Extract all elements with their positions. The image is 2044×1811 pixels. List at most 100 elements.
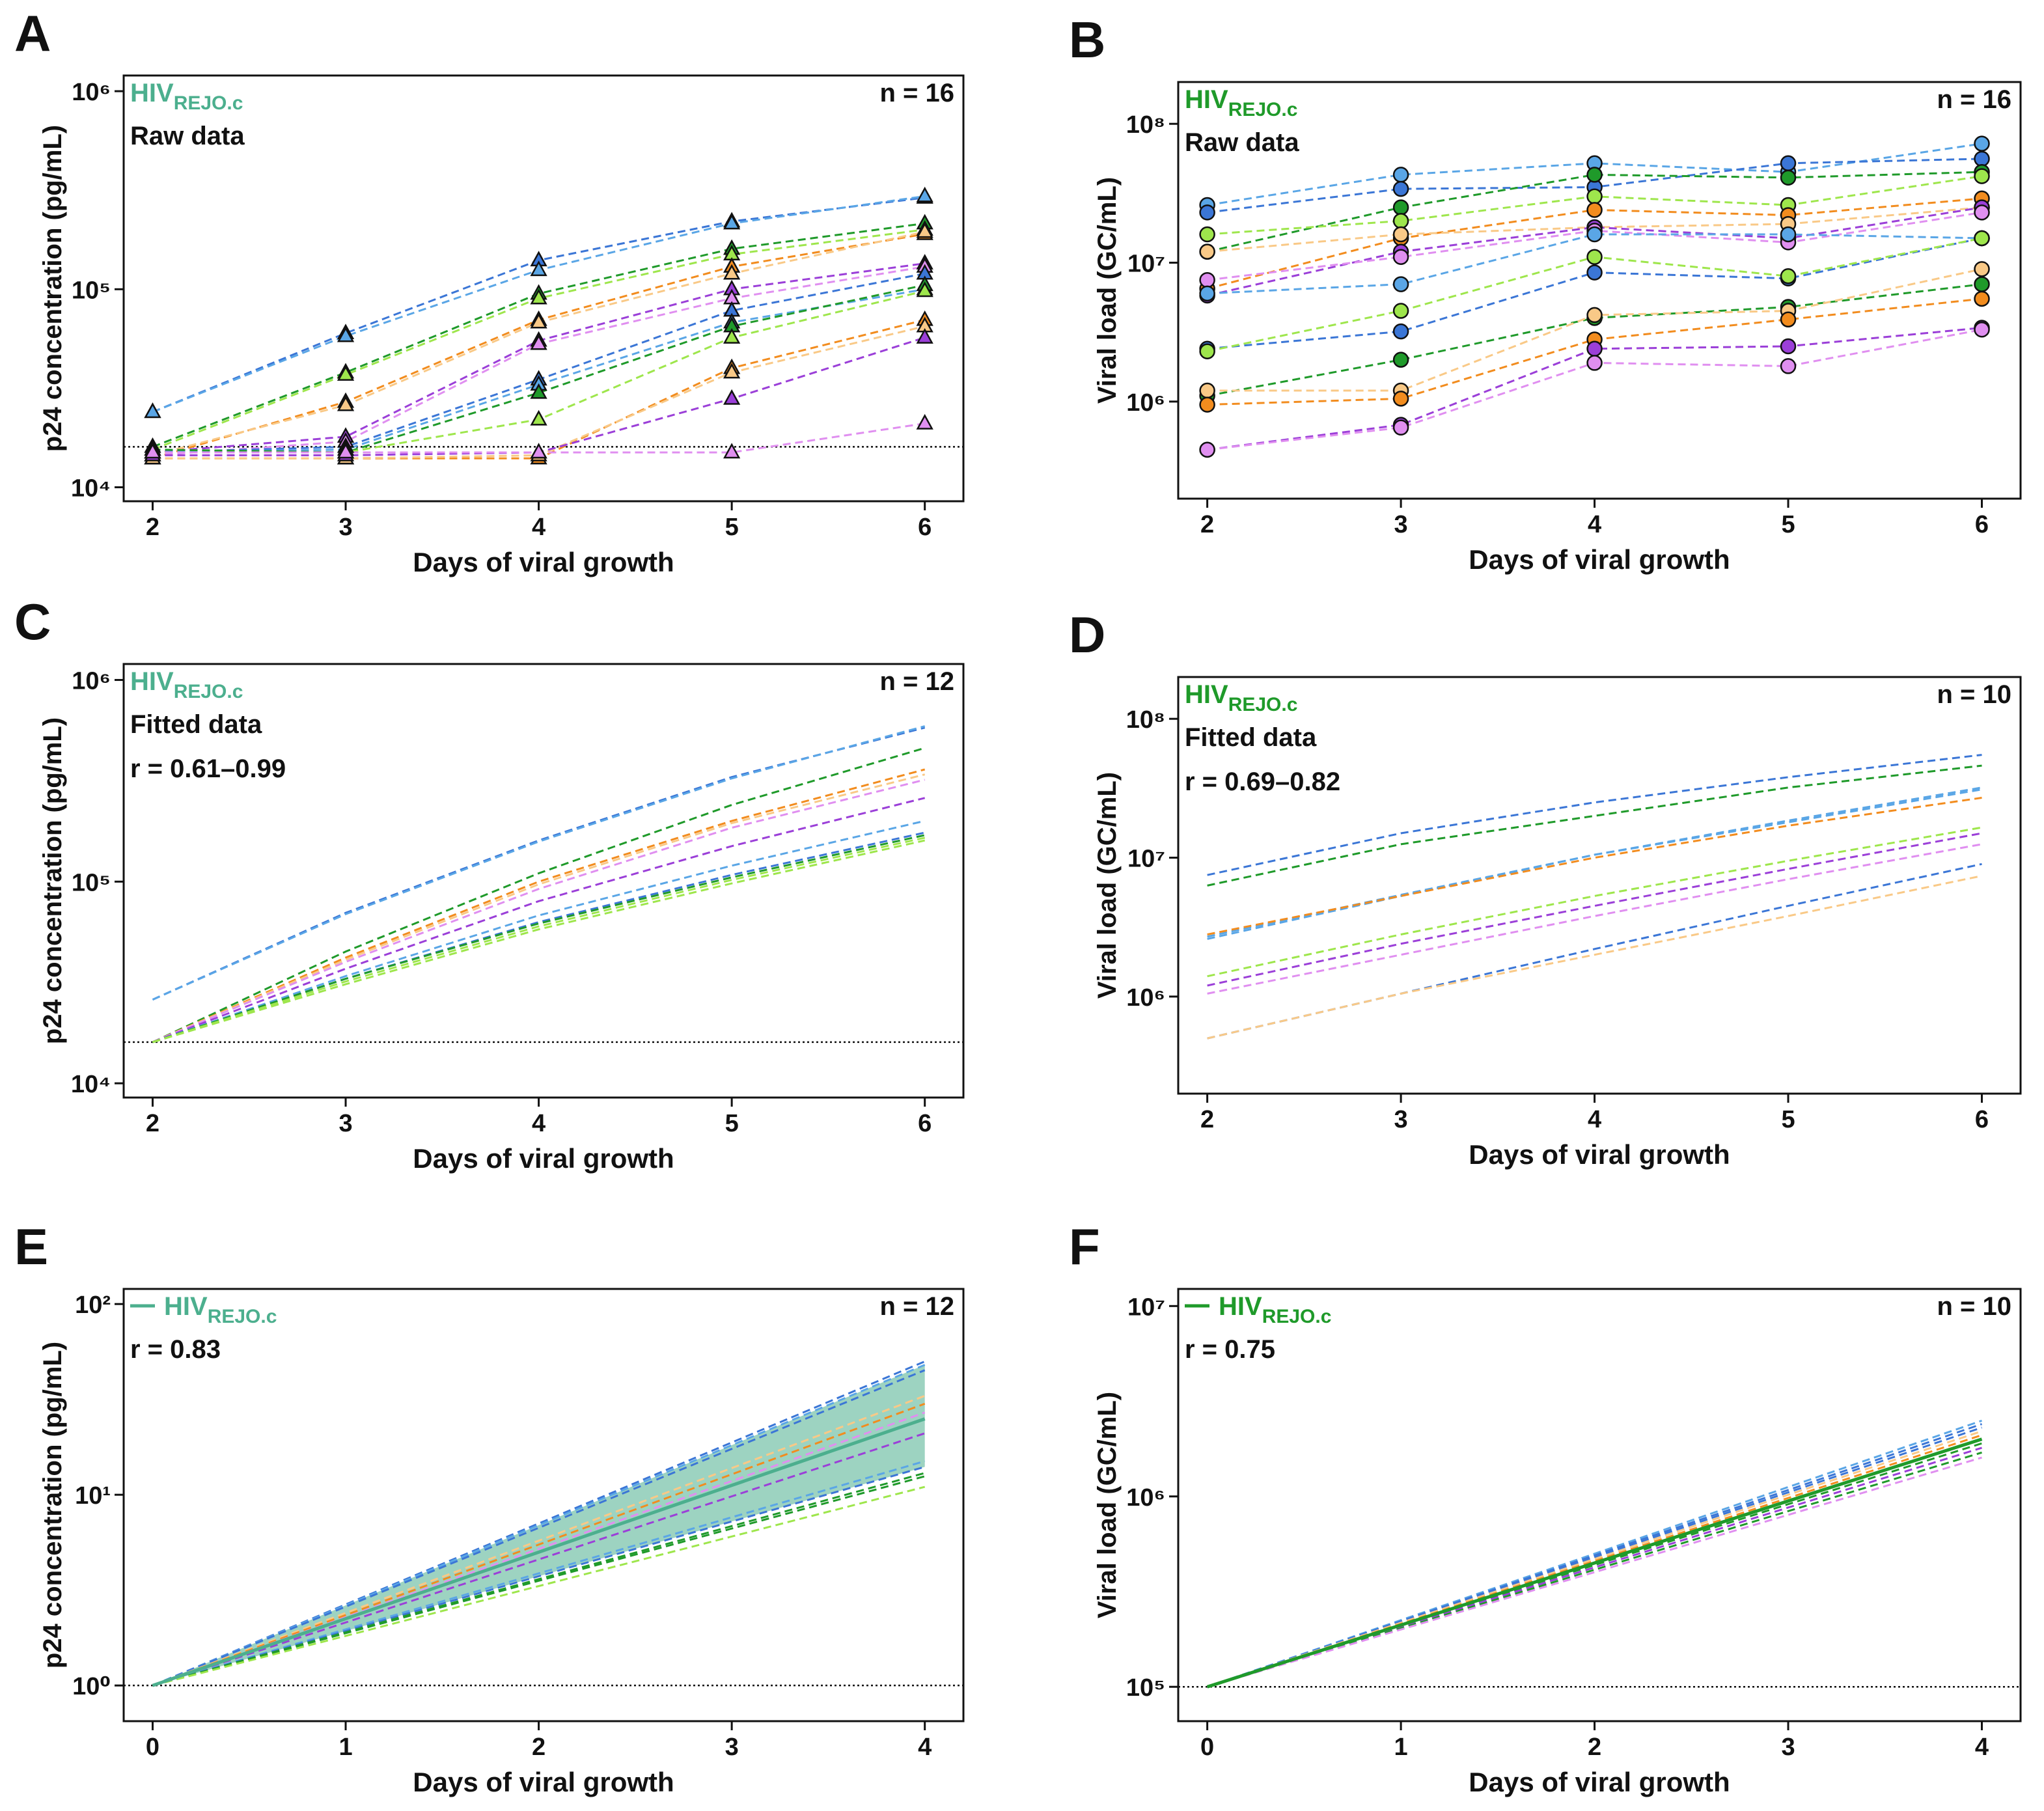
y-tick-label: 10⁶ [72,668,111,695]
marker [723,327,741,344]
band [152,1364,925,1686]
panel: 0 1 2 3 4 10⁵ 10⁶ 10⁷ Days of viral growth Viral … [1069,1218,2022,1797]
marker [916,186,933,202]
mean-line [152,1417,926,1687]
y-tick-label: 10⁵ [72,277,111,304]
marker [1392,391,1409,407]
annotation: Fitted data [1185,723,1317,752]
x-tick-label: 4 [1975,1734,1989,1761]
series-line [152,831,926,1044]
marker [1974,168,1990,184]
x-tick-label: 2 [1200,511,1214,538]
series-line [1207,874,1982,1040]
series-line [1207,283,1982,397]
marker [530,383,547,399]
marker [1586,340,1603,357]
marker [1974,135,1990,152]
marker [1974,230,1990,247]
y-tick-label: 10⁴ [71,1071,111,1098]
series-line [1207,1419,1982,1688]
label-sub: REJO.c [1228,99,1298,120]
x-axis-label: Days of viral growth [413,547,674,577]
x-tick-label: 5 [725,514,739,541]
plot-frame [122,1288,965,1722]
marker [337,365,355,381]
series-label: HIVREJO.c [1219,1292,1331,1327]
x-tick-label: 6 [1975,511,1989,538]
marker [1199,343,1215,359]
y-tick-label: 10⁴ [71,475,111,503]
y-tick-label: 10⁵ [72,869,111,896]
marker [1392,167,1409,183]
marker [723,214,741,230]
y-axis-label: p24 concentration (pg/mL) [38,717,67,1044]
panel: 2 3 4 5 6 10⁶ 10⁷ 10⁸ Days of viral growth Viral … [1069,606,2022,1170]
marker [1586,355,1603,371]
annotation: Raw data [1185,128,1299,157]
sample-size: n = 16 [1937,85,2011,114]
x-axis-label: Days of viral growth [413,1767,674,1797]
panel-letter: E [14,1218,48,1275]
y-axis-label: Viral load (GC/mL) [1093,177,1122,404]
x-tick-label: 3 [338,1110,352,1137]
plot-frame [1177,1288,2022,1722]
x-tick-label: 3 [1394,1106,1408,1133]
marker [1780,311,1797,328]
series-line [152,1394,926,1687]
y-axis-label: Viral load (GC/mL) [1093,772,1122,999]
marker [144,402,161,419]
annotation: r = 0.69–0.82 [1185,767,1340,796]
series-line [152,836,926,1044]
y-tick-label: 10⁶ [72,79,111,106]
plot-frame [1177,81,2022,500]
label-main: HIV [130,79,174,107]
series-label: HIVREJO.c [130,79,243,114]
y-tick-label: 10⁶ [1126,1484,1165,1512]
plot-frame [1177,676,2022,1095]
marker [1392,226,1409,243]
marker [1199,204,1215,221]
series-line [152,284,926,454]
x-tick-label: 3 [725,1734,739,1761]
series-label: HIVREJO.c [130,667,243,702]
marker [1974,276,1990,292]
label-sub: REJO.c [208,1306,277,1327]
marker [1586,202,1603,218]
x-tick-label: 3 [1394,511,1408,538]
label-main: HIV [130,667,174,696]
y-axis-label: Viral load (GC/mL) [1093,1392,1122,1618]
marker [1780,155,1797,172]
panel-letter: B [1069,11,1105,68]
x-tick-label: 4 [1588,511,1601,538]
marker [1199,243,1215,260]
series-line [1207,788,1982,940]
panel: 2 3 4 5 6 10⁴ 10⁵ 10⁶ Days of viral growth p24 co… [14,593,965,1174]
y-tick-label: 10¹ [75,1482,111,1510]
marker [1199,382,1215,399]
marker [916,222,933,238]
label-sub: REJO.c [174,681,243,702]
series-line [152,725,926,1001]
marker [1392,352,1409,368]
plot-area [1199,135,1990,458]
series-line [152,1486,926,1687]
panel-letter: A [14,5,51,62]
y-tick-label: 10⁶ [1126,389,1165,417]
y-tick-label: 10⁰ [72,1673,111,1700]
series-line [152,768,926,1044]
mean-line [1206,1437,1983,1689]
marker [337,326,355,342]
marker [530,260,547,277]
x-tick-label: 4 [532,514,546,541]
sample-size: n = 10 [1937,1292,2011,1321]
marker [1199,226,1215,243]
plot-area [1207,754,1982,1040]
x-axis-label: Days of viral growth [1469,544,1730,575]
x-tick-label: 3 [338,514,352,541]
series-line [1207,233,1982,295]
series-label: HIVREJO.c [1185,85,1297,120]
marker [916,281,933,297]
panel: 0 1 2 3 4 10⁰ 10¹ 10² Days of viral growth p24 co… [14,1218,965,1797]
sample-size: n = 16 [879,79,954,107]
